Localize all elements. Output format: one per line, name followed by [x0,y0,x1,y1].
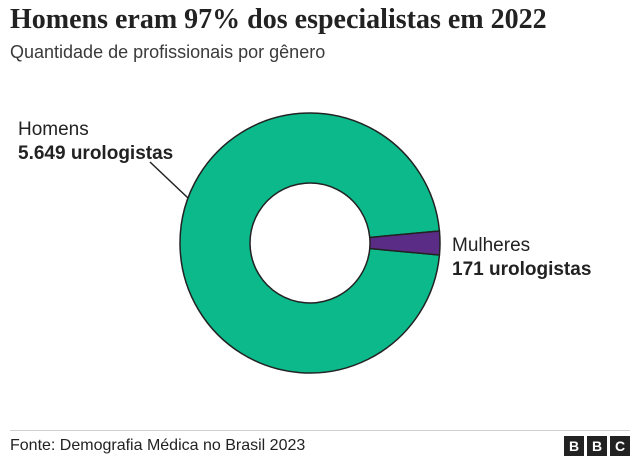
slice-mulheres [368,230,441,256]
chart-title: Homens eram 97% dos especialistas em 202… [10,4,547,35]
label-homens-value: 5.649 urologistas [18,143,174,164]
source-note: Fonte: Demografia Médica no Brasil 2023 [10,437,306,454]
label-mulheres-value: 171 urologistas [452,259,592,280]
label-mulheres: Mulheres 171 urologistas [452,234,591,282]
label-homens: Homens 5.649 urologistas [18,118,173,166]
bbc-logo-letter: B [587,436,607,456]
bbc-logo: B B C [564,436,630,456]
bbc-logo-letter: C [610,436,630,456]
label-mulheres-name: Mulheres [452,235,531,256]
label-homens-name: Homens [18,119,89,140]
bbc-logo-letter: B [564,436,584,456]
footer-divider [10,430,630,431]
donut-chart [149,112,441,374]
chart-subtitle: Quantidade de profissionais por gênero [10,42,326,62]
slice-homens [179,112,441,374]
homens-leader-line [149,161,189,199]
